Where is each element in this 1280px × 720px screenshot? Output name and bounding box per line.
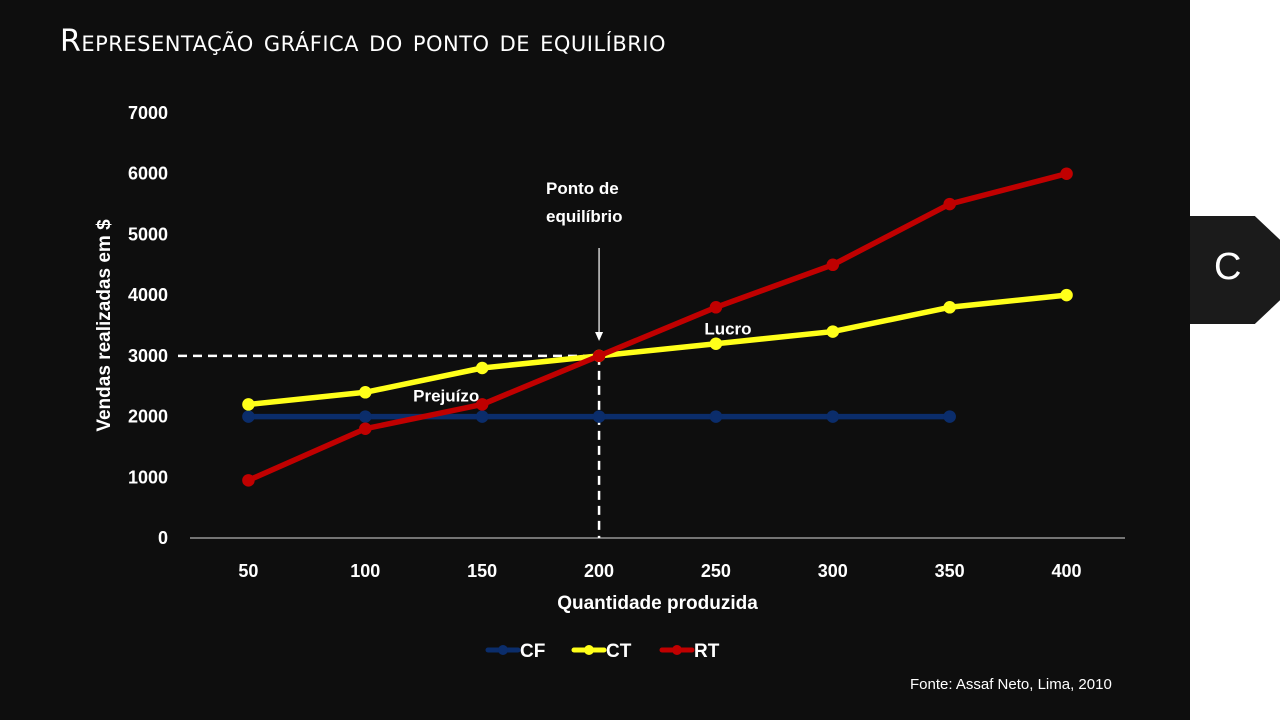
data-point-rt: [475, 398, 489, 411]
x-tick-label: 150: [467, 561, 497, 581]
data-point-cf: [475, 410, 489, 423]
series-rt: [242, 167, 1073, 487]
data-point-rt: [359, 422, 372, 435]
series-line-rt: [245, 170, 1070, 484]
data-point-cf: [826, 410, 840, 423]
data-point-ct: [1060, 288, 1073, 302]
source-citation: Fonte: Assaf Neto, Lima, 2010: [910, 676, 1112, 693]
data-point-cf: [709, 410, 723, 423]
data-point-rt: [242, 474, 255, 487]
legend-label: CF: [520, 641, 545, 662]
breakeven-guides: [178, 354, 601, 538]
x-tick-label: 50: [238, 561, 258, 581]
legend-item-ct[interactable]: CT: [571, 641, 632, 662]
data-point-rt: [1060, 167, 1073, 180]
annotations: Ponto de equilíbrio Prejuízo Lucro: [413, 179, 751, 405]
data-point-ct: [943, 301, 956, 314]
y-axis-ticks: 0 1000 2000 3000 4000 5000 6000 7000: [128, 103, 168, 548]
y-tick-label: 2000: [128, 407, 168, 427]
x-tick-label: 400: [1052, 561, 1082, 581]
x-tick-label: 250: [701, 561, 731, 581]
breakeven-chart: 0 1000 2000 3000 4000 5000 6000 7000 50 100 150 20…: [94, 103, 1125, 662]
breakeven-arrow-head: [595, 332, 604, 341]
x-tick-label: 100: [350, 561, 380, 581]
legend-marker: [672, 645, 682, 655]
x-tick-label: 350: [935, 561, 965, 581]
data-point-cf: [943, 410, 956, 423]
legend-item-cf[interactable]: CF: [485, 641, 545, 662]
data-point-cf: [242, 410, 255, 423]
data-point-cf: [359, 410, 372, 423]
data-point-ct: [826, 325, 840, 338]
data-point-rt: [943, 197, 956, 211]
y-axis-label: Vendas realizadas em $: [94, 219, 115, 432]
y-tick-label: 7000: [128, 103, 168, 123]
y-tick-label: 6000: [128, 164, 168, 184]
y-tick-label: 0: [158, 528, 168, 548]
legend: CF CT RT: [485, 641, 720, 662]
data-point-ct: [359, 386, 372, 399]
y-tick-label: 4000: [128, 285, 168, 305]
y-tick-label: 3000: [128, 346, 168, 366]
legend-label: RT: [694, 641, 720, 662]
slide-title: Representação gráfica do ponto de equilí…: [60, 24, 667, 59]
data-point-ct: [475, 361, 489, 375]
legend-item-rt[interactable]: RT: [659, 641, 720, 662]
data-point-rt: [709, 301, 723, 314]
data-point-ct: [242, 398, 255, 411]
data-point-rt: [592, 349, 606, 363]
breakeven-label-line: Ponto de: [546, 179, 619, 198]
side-tab[interactable]: C: [1190, 216, 1280, 324]
series-ct: [242, 288, 1073, 411]
legend-marker: [498, 645, 508, 655]
breakeven-label-line: equilíbrio: [546, 207, 623, 226]
data-point-ct: [709, 337, 723, 350]
legend-label: CT: [606, 641, 632, 662]
y-tick-label: 5000: [128, 224, 168, 244]
x-axis-ticks: 50 100 150 200 250 300 350 400: [238, 561, 1081, 581]
profit-label: Lucro: [704, 320, 751, 339]
loss-label: Prejuízo: [413, 386, 479, 405]
x-tick-label: 300: [818, 561, 848, 581]
data-point-rt: [826, 258, 840, 272]
data-point-cf: [592, 410, 606, 423]
series-cf: [242, 410, 956, 423]
x-axis-label: Quantidade produzida: [557, 593, 758, 614]
x-tick-label: 200: [584, 561, 614, 581]
legend-marker: [584, 645, 594, 655]
side-tab-letter: C: [1214, 246, 1242, 288]
series-layer: [242, 167, 1073, 487]
y-tick-label: 1000: [128, 467, 168, 487]
series-line-ct: [245, 292, 1070, 408]
